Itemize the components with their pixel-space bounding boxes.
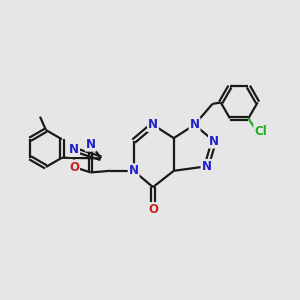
Text: N: N: [148, 118, 158, 131]
Text: N: N: [190, 118, 200, 131]
Text: N: N: [202, 160, 212, 173]
Text: N: N: [129, 164, 139, 177]
Text: O: O: [148, 203, 158, 216]
Text: N: N: [69, 143, 79, 156]
Text: Cl: Cl: [254, 125, 267, 138]
Text: O: O: [69, 160, 79, 174]
Text: N: N: [209, 135, 219, 148]
Text: N: N: [86, 138, 96, 151]
